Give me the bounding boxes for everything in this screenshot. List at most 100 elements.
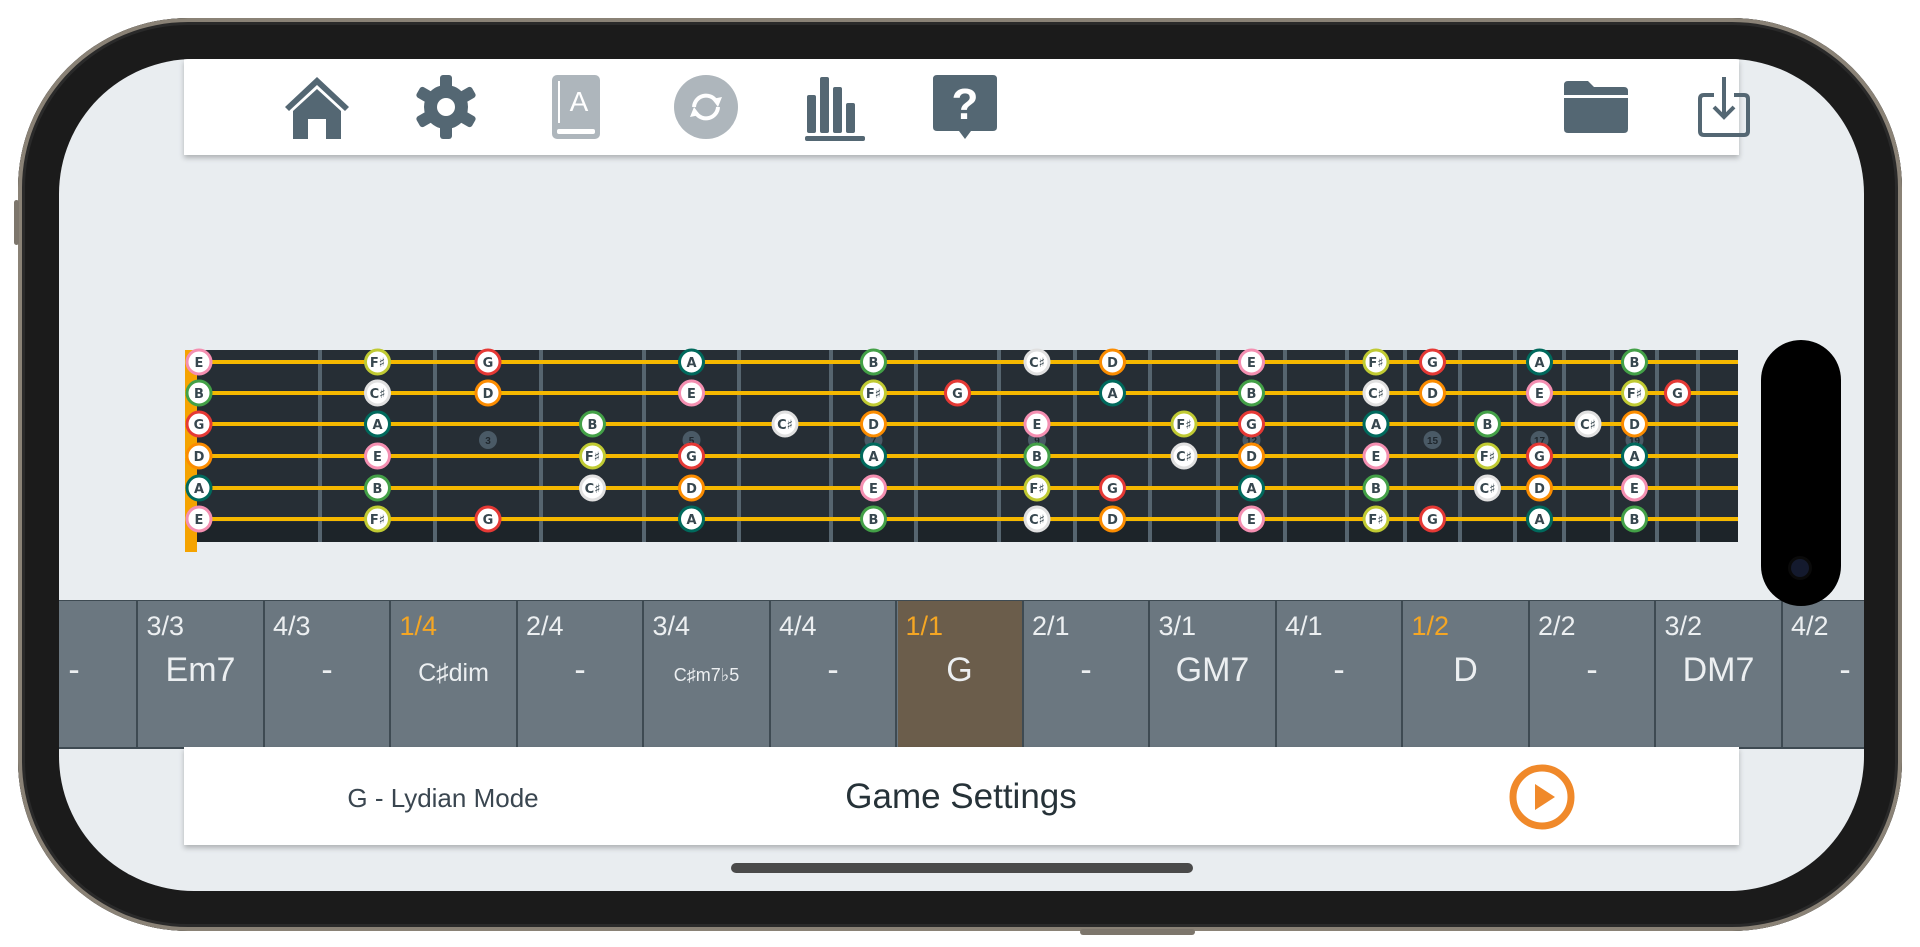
note-dot[interactable] [364,505,391,533]
sync-button[interactable] [672,73,740,141]
fretboard[interactable]: 3 5 7 9 12 15 17 19 E F♯ G A B C♯ D E F♯ G A B B C♯ D E F♯ G A B C♯ D… [59,59,1864,599]
home-indicator[interactable] [731,863,1193,873]
note-dot[interactable] [1099,474,1126,502]
note-dot[interactable] [1170,410,1198,438]
note-dot[interactable] [1621,410,1648,438]
note-dot[interactable] [860,410,887,438]
game-settings-button[interactable]: Game Settings [845,777,1077,816]
note-dot[interactable] [1099,505,1126,533]
note-dot[interactable] [185,474,213,502]
note-dot[interactable] [1621,379,1648,407]
note-dot[interactable] [185,348,213,376]
note-dot[interactable] [1419,379,1446,407]
note-dot[interactable] [364,348,391,376]
note-dot[interactable] [1362,442,1390,470]
statistics-button[interactable] [801,73,869,141]
chord-cell[interactable]: 2/1- [1024,601,1150,747]
note-dot[interactable] [1362,348,1390,376]
note-dot[interactable] [1238,410,1265,438]
chord-cell[interactable]: 3/2 DM7 [1657,601,1783,747]
chord-cell[interactable]: 4/1- [1277,601,1403,747]
note-dot[interactable] [1574,410,1602,438]
chord-cell[interactable]: 4/2- [1783,601,1864,747]
chord-cell[interactable]: 1/4 C♯dim [392,601,518,747]
note-dot[interactable] [1474,442,1501,470]
note-dot[interactable] [1474,474,1501,502]
home-button[interactable] [283,73,351,141]
chord-cell[interactable]: 2/3- [59,601,138,747]
note-dot[interactable] [1170,442,1198,470]
note-dot[interactable] [1362,379,1390,407]
note-dot[interactable] [474,348,502,376]
note-dot[interactable] [1238,474,1265,502]
note-dot[interactable] [1526,348,1553,376]
chord-cell[interactable]: 3/3 Em7 [139,601,265,747]
note-dot[interactable] [1023,442,1051,470]
note-dot[interactable] [1526,505,1553,533]
note-dot[interactable] [185,505,213,533]
note-dot[interactable] [1023,505,1051,533]
note-dot[interactable] [771,410,799,438]
chord-cell[interactable]: 3/4 C♯m7♭5 [645,601,771,747]
dictionary-button[interactable]: A [542,73,610,141]
note-dot[interactable] [1099,348,1126,376]
note-dot[interactable] [860,442,887,470]
note-dot[interactable] [678,474,705,502]
chord-progression-strip[interactable]: 2/3-3/3Em74/3-1/4C♯dim2/4-3/4C♯m7♭54/4-1… [59,600,1864,749]
note-dot[interactable] [185,442,213,470]
note-dot[interactable] [185,410,213,438]
note-dot[interactable] [860,348,887,376]
note-dot[interactable] [944,379,971,407]
settings-button[interactable] [412,73,480,141]
note-dot[interactable] [678,442,705,470]
note-dot[interactable] [860,505,887,533]
note-dot[interactable] [1419,505,1446,533]
chord-cell[interactable]: 3/1 GM7 [1151,601,1277,747]
help-button[interactable]: ? [931,73,999,141]
note-dot[interactable] [364,474,391,502]
note-dot[interactable] [1362,410,1390,438]
chord-cell[interactable]: 1/1 G [897,601,1024,747]
note-dot[interactable] [1474,410,1501,438]
note-dot[interactable] [1526,442,1553,470]
open-folder-button[interactable] [1562,73,1630,141]
note-dot[interactable] [1621,348,1648,376]
note-dot[interactable] [474,505,502,533]
note-dot[interactable] [1362,474,1390,502]
note-dot[interactable] [678,505,705,533]
note-dot[interactable] [678,379,705,407]
note-dot[interactable] [1023,474,1051,502]
note-dot[interactable] [1238,379,1265,407]
chord-cell[interactable]: 4/3- [265,601,391,747]
note-dot[interactable] [1023,410,1051,438]
note-dot[interactable] [1099,379,1126,407]
note-dot[interactable] [860,474,887,502]
note-dot[interactable] [860,379,887,407]
note-dot[interactable] [474,379,502,407]
chord-cell[interactable]: 4/4- [771,601,897,747]
note-dot[interactable] [678,348,705,376]
note-dot[interactable] [579,442,606,470]
note-dot[interactable] [1526,379,1553,407]
note-dot[interactable] [1023,348,1051,376]
note-dot[interactable] [1419,348,1446,376]
note-dot[interactable] [1621,442,1648,470]
note-dot[interactable] [1621,474,1648,502]
note-dot[interactable] [1238,442,1265,470]
note-dot[interactable] [364,379,391,407]
note-dot[interactable] [1362,505,1390,533]
note-dot[interactable] [185,379,213,407]
note-dot[interactable] [364,442,391,470]
note-dot[interactable] [1664,379,1691,407]
export-button[interactable] [1690,73,1758,141]
note-dot[interactable] [1526,474,1553,502]
chord-cell[interactable]: 2/4- [518,601,644,747]
chord-cell[interactable]: 2/2- [1530,601,1656,747]
note-dot[interactable] [579,474,606,502]
play-button[interactable] [1508,763,1576,831]
note-dot[interactable] [1238,348,1265,376]
chord-cell[interactable]: 1/2 D [1404,601,1530,747]
note-dot[interactable] [364,410,391,438]
note-dot[interactable] [1238,505,1265,533]
note-dot[interactable] [1621,505,1648,533]
